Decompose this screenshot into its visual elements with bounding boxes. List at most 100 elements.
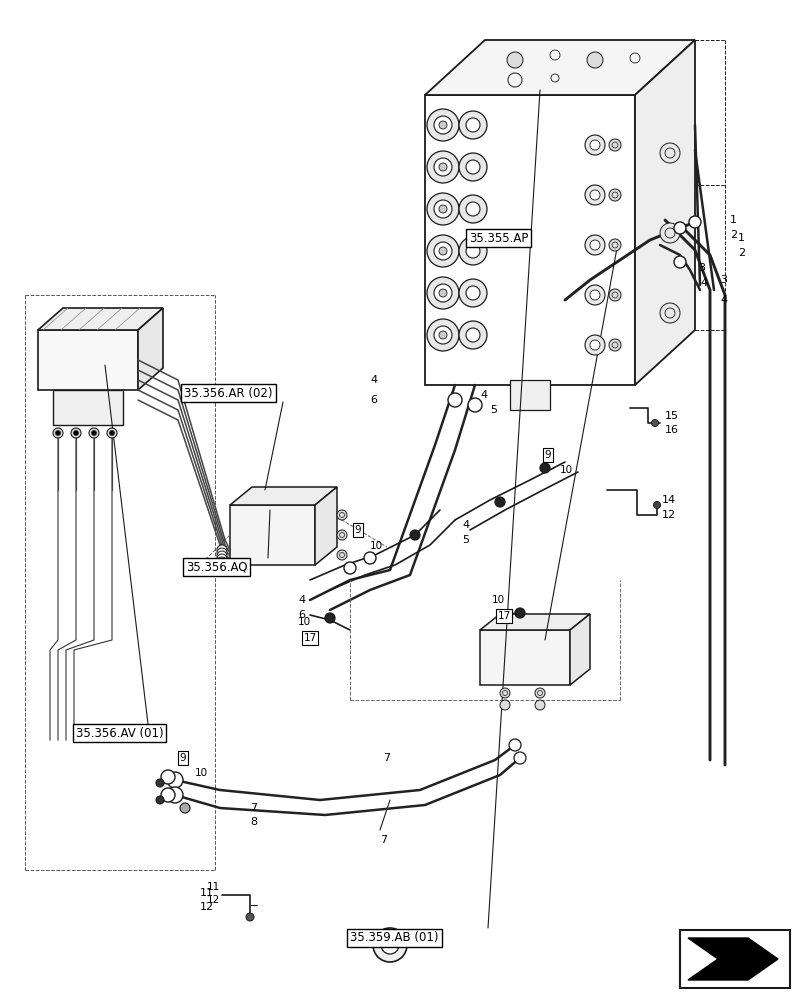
Circle shape (156, 796, 164, 804)
Circle shape (660, 303, 680, 323)
Circle shape (161, 788, 175, 802)
Text: 12: 12 (662, 510, 676, 520)
Circle shape (448, 393, 462, 407)
Bar (53, 390, 123, 425)
Text: 35.356.AQ: 35.356.AQ (186, 560, 247, 574)
Circle shape (427, 319, 459, 351)
Circle shape (56, 430, 61, 436)
Circle shape (495, 497, 505, 507)
Polygon shape (480, 614, 590, 630)
Text: 3: 3 (698, 263, 705, 273)
Circle shape (439, 163, 447, 171)
Text: 14: 14 (662, 495, 676, 505)
Polygon shape (138, 308, 163, 390)
Circle shape (466, 244, 480, 258)
Circle shape (364, 552, 376, 564)
Circle shape (427, 277, 459, 309)
Text: 9: 9 (179, 753, 187, 763)
Circle shape (217, 545, 227, 555)
Circle shape (609, 189, 621, 201)
Text: 11: 11 (207, 882, 221, 892)
Circle shape (74, 430, 78, 436)
Text: 5: 5 (462, 535, 469, 545)
Text: 7: 7 (380, 835, 387, 845)
Circle shape (540, 463, 550, 473)
Text: 4: 4 (370, 375, 377, 385)
Circle shape (439, 247, 447, 255)
Text: 4: 4 (462, 520, 469, 530)
Circle shape (337, 550, 347, 560)
Circle shape (500, 688, 510, 698)
Text: 4: 4 (720, 295, 727, 305)
Polygon shape (315, 487, 337, 565)
Circle shape (107, 428, 117, 438)
Circle shape (585, 335, 605, 355)
Circle shape (674, 256, 686, 268)
Circle shape (110, 430, 115, 436)
Circle shape (674, 222, 686, 234)
Circle shape (373, 928, 407, 962)
Circle shape (459, 237, 487, 265)
Circle shape (466, 118, 480, 132)
Text: 10: 10 (298, 617, 311, 627)
Text: 7: 7 (250, 803, 257, 813)
Polygon shape (635, 40, 695, 385)
Polygon shape (230, 487, 337, 505)
Circle shape (590, 190, 600, 200)
Text: 4: 4 (480, 390, 487, 400)
Text: 10: 10 (492, 595, 505, 605)
Text: 17: 17 (498, 611, 511, 621)
Circle shape (71, 428, 81, 438)
Circle shape (609, 139, 621, 151)
Circle shape (466, 202, 480, 216)
Text: 4: 4 (700, 278, 707, 288)
Circle shape (587, 52, 603, 68)
Circle shape (515, 608, 525, 618)
Circle shape (535, 688, 545, 698)
Circle shape (89, 428, 99, 438)
Circle shape (427, 109, 459, 141)
Circle shape (344, 562, 356, 574)
Text: 35.355.AP: 35.355.AP (469, 232, 528, 244)
Circle shape (439, 289, 447, 297)
Circle shape (585, 135, 605, 155)
Circle shape (439, 205, 447, 213)
Text: 13: 13 (412, 937, 425, 947)
Circle shape (91, 430, 96, 436)
Text: 35.359.AB (01): 35.359.AB (01) (350, 932, 439, 944)
Bar (38, 330, 138, 390)
Text: 3: 3 (720, 275, 727, 285)
Circle shape (689, 216, 701, 228)
Text: 15: 15 (665, 411, 679, 421)
Text: 7: 7 (383, 753, 390, 763)
Circle shape (459, 195, 487, 223)
Circle shape (466, 286, 480, 300)
Circle shape (439, 331, 447, 339)
Circle shape (590, 340, 600, 350)
Circle shape (434, 242, 452, 260)
Circle shape (459, 111, 487, 139)
Circle shape (53, 428, 63, 438)
Text: 8: 8 (250, 817, 257, 827)
Circle shape (590, 240, 600, 250)
Circle shape (156, 779, 164, 787)
Circle shape (509, 739, 521, 751)
Polygon shape (688, 938, 778, 980)
Polygon shape (570, 614, 590, 685)
Bar (510, 380, 550, 410)
Circle shape (427, 235, 459, 267)
Text: 35.356.AR (02): 35.356.AR (02) (184, 386, 273, 399)
Circle shape (468, 398, 482, 412)
Text: 12: 12 (200, 902, 214, 912)
Circle shape (459, 153, 487, 181)
Text: 9: 9 (355, 525, 361, 535)
Circle shape (439, 121, 447, 129)
Text: 6: 6 (370, 395, 377, 405)
Circle shape (337, 530, 347, 540)
Circle shape (500, 700, 510, 710)
Circle shape (459, 321, 487, 349)
Bar (480, 630, 570, 685)
Circle shape (217, 554, 227, 564)
Circle shape (434, 116, 452, 134)
Circle shape (434, 284, 452, 302)
